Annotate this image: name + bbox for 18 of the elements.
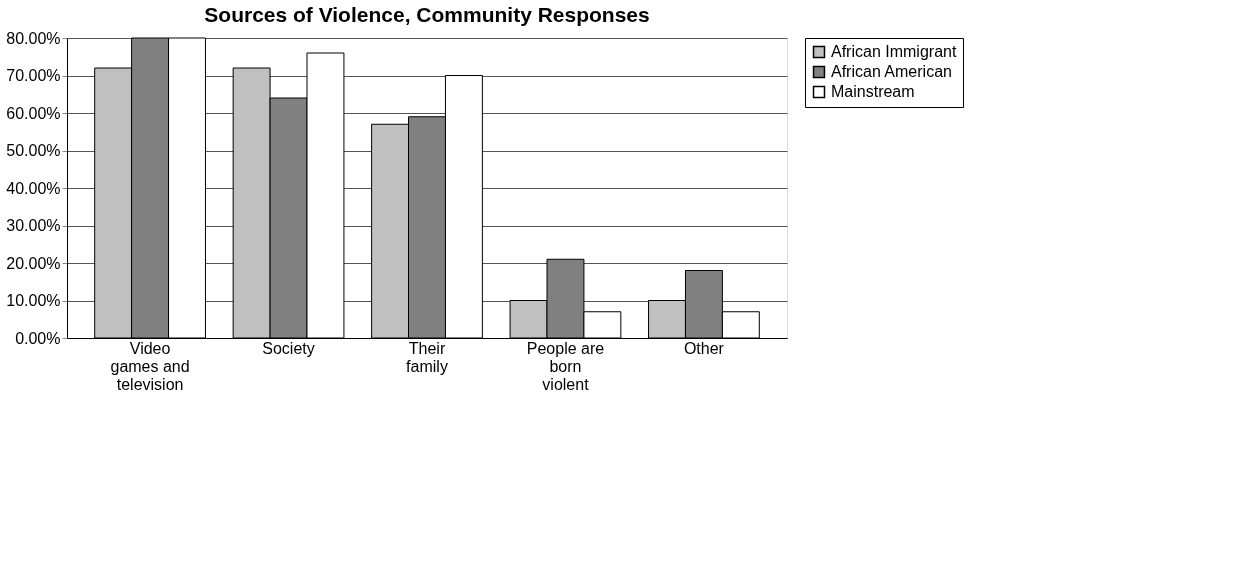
legend-label: African American xyxy=(831,63,952,80)
y-tick-label: 10.00% xyxy=(6,292,61,309)
y-tick-label: 60.00% xyxy=(6,104,61,122)
y-tick-label: 80.00% xyxy=(6,29,61,47)
x-tick-label: Their family xyxy=(406,339,448,375)
y-tick-label: 70.00% xyxy=(6,67,61,84)
x-tick-label: People are born violent xyxy=(526,339,605,393)
y-tick-label: 40.00% xyxy=(6,179,61,197)
legend-label: African Immigrant xyxy=(831,43,957,60)
y-tick-label: 0.00% xyxy=(15,329,61,347)
x-tick-label: Other xyxy=(683,339,725,357)
y-tick-label: 20.00% xyxy=(6,254,61,272)
y-tick-label: 50.00% xyxy=(6,142,61,159)
chart-title: Sources of Violence, Community Responses xyxy=(204,3,650,26)
legend-label: Mainstream xyxy=(831,83,915,100)
x-tick-label: Society xyxy=(262,339,315,357)
x-tick-label: Video games and television xyxy=(110,339,190,393)
y-tick-label: 30.00% xyxy=(6,217,61,234)
